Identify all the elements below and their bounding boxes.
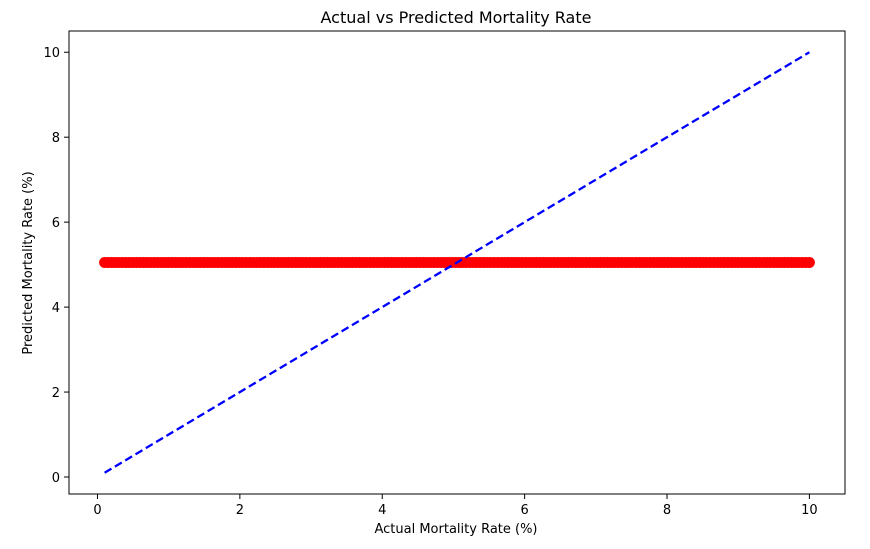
y-tick-label: 8	[52, 131, 60, 146]
y-tick-label: 2	[52, 386, 60, 401]
reference-line	[104, 51, 810, 474]
plot-area	[68, 30, 846, 495]
scatter-points	[99, 257, 815, 268]
y-axis-label: Predicted Mortality Rate (%)	[21, 171, 36, 354]
x-tick-label: 0	[93, 503, 101, 518]
y-tick-label: 10	[43, 46, 60, 61]
x-tick-label: 2	[236, 503, 244, 518]
x-tick-label: 8	[663, 503, 671, 518]
x-tick-label: 10	[801, 503, 818, 518]
y-tick-label: 0	[52, 471, 60, 486]
x-axis-ticks: 0 2 4 6 8 10	[93, 494, 818, 518]
y-tick-label: 6	[52, 216, 60, 231]
x-tick-label: 4	[378, 503, 386, 518]
y-axis-ticks: 0 2 4 6 8 10	[43, 46, 69, 486]
x-tick-label: 6	[520, 503, 528, 518]
x-axis-label: Actual Mortality Rate (%)	[374, 522, 537, 537]
chart-title: Actual vs Predicted Mortality Rate	[321, 8, 592, 27]
y-tick-label: 4	[52, 301, 60, 316]
scatter-point	[803, 257, 815, 268]
axes-frame	[68, 30, 846, 495]
